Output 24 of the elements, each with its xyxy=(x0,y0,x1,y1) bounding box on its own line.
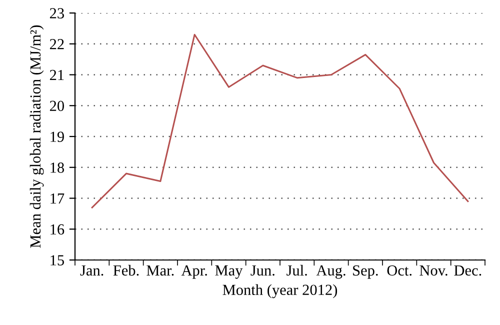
y-tick-label: 20 xyxy=(50,100,64,112)
y-tick-label: 17 xyxy=(50,193,64,204)
x-tick-label: Jun. xyxy=(250,265,274,276)
x-tick-label: Feb. xyxy=(113,264,139,276)
y-tick-label: 15 xyxy=(50,255,64,266)
y-tick-label: 22 xyxy=(50,39,64,50)
x-tick-label: May xyxy=(215,265,243,279)
x-axis-title: Month (year 2012) xyxy=(222,284,338,298)
line-series xyxy=(91,34,469,208)
y-tick-label: 19 xyxy=(50,132,64,142)
x-tick-label: Aug. xyxy=(316,265,346,279)
x-tick-label: Nov. xyxy=(420,265,448,276)
x-tick-label: Jan. xyxy=(80,265,104,276)
x-tick-label: Apr. xyxy=(181,265,207,279)
y-tick-label: 16 xyxy=(50,224,64,235)
x-tick-label: Oct. xyxy=(387,265,412,276)
y-axis-title: Mean daily global radiation (MJ/m²) xyxy=(30,25,44,248)
x-tick-label: Jul. xyxy=(286,264,307,276)
y-tick-label: 18 xyxy=(50,162,64,173)
y-tick-label: 21 xyxy=(50,70,64,80)
x-tick-label: Mar. xyxy=(146,265,174,276)
x-tick-label: Dec. xyxy=(454,265,482,276)
y-tick-label: 23 xyxy=(50,8,64,18)
x-tick-label: Sep. xyxy=(353,265,378,279)
